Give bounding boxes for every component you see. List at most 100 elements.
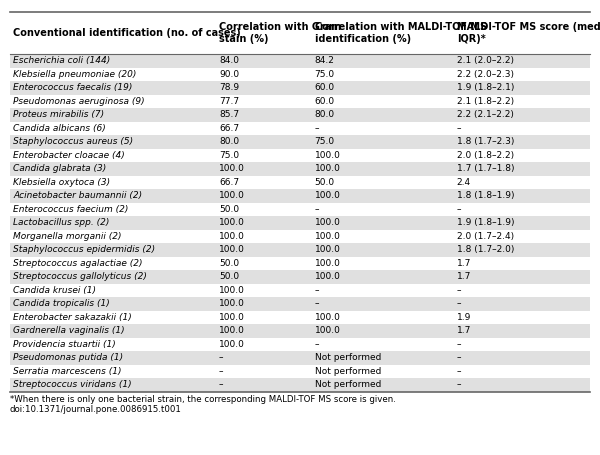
- Text: Candida albicans (6): Candida albicans (6): [13, 124, 106, 133]
- Text: Enterobacter cloacae (4): Enterobacter cloacae (4): [13, 151, 125, 160]
- Bar: [10, 95, 590, 108]
- Bar: [10, 54, 590, 67]
- Text: 100.0: 100.0: [219, 245, 245, 254]
- Text: 1.7: 1.7: [457, 259, 471, 268]
- Bar: [10, 283, 590, 297]
- Text: 100.0: 100.0: [314, 232, 340, 241]
- Bar: [10, 351, 590, 364]
- Text: 84.0: 84.0: [219, 56, 239, 65]
- Text: 100.0: 100.0: [219, 340, 245, 349]
- Bar: [10, 243, 590, 257]
- Bar: [10, 176, 590, 189]
- Text: 90.0: 90.0: [219, 70, 239, 79]
- Text: Enterococcus faecalis (19): Enterococcus faecalis (19): [13, 83, 133, 92]
- Text: –: –: [219, 353, 223, 362]
- Text: 100.0: 100.0: [314, 326, 340, 335]
- Text: Providencia stuartii (1): Providencia stuartii (1): [13, 340, 116, 349]
- Text: 78.9: 78.9: [219, 83, 239, 92]
- Text: Conventional identification (no. of cases): Conventional identification (no. of case…: [13, 28, 241, 38]
- Bar: [10, 364, 590, 378]
- Bar: [10, 81, 590, 95]
- Text: Streptococcus agalactiae (2): Streptococcus agalactiae (2): [13, 259, 143, 268]
- Text: 77.7: 77.7: [219, 97, 239, 106]
- Text: Candida krusei (1): Candida krusei (1): [13, 286, 96, 295]
- Bar: [10, 270, 590, 283]
- Text: Not performed: Not performed: [314, 367, 381, 376]
- Text: 60.0: 60.0: [314, 83, 335, 92]
- Bar: [10, 324, 590, 338]
- Text: 50.0: 50.0: [219, 259, 239, 268]
- Text: Lactobacillus spp. (2): Lactobacillus spp. (2): [13, 218, 109, 227]
- Text: Klebsiella pneumoniae (20): Klebsiella pneumoniae (20): [13, 70, 136, 79]
- Text: Escherichia coli (144): Escherichia coli (144): [13, 56, 110, 65]
- Text: Pseudomonas aeruginosa (9): Pseudomonas aeruginosa (9): [13, 97, 145, 106]
- Text: 75.0: 75.0: [219, 151, 239, 160]
- Text: 2.1 (1.8–2.2): 2.1 (1.8–2.2): [457, 97, 514, 106]
- Text: Not performed: Not performed: [314, 353, 381, 362]
- Text: 100.0: 100.0: [314, 272, 340, 281]
- Text: Correlation with Gram
stain (%): Correlation with Gram stain (%): [219, 22, 341, 44]
- Text: –: –: [457, 286, 461, 295]
- Text: 100.0: 100.0: [314, 313, 340, 322]
- Text: 1.9 (1.8–1.9): 1.9 (1.8–1.9): [457, 218, 514, 227]
- Text: 1.8 (1.7–2.3): 1.8 (1.7–2.3): [457, 137, 514, 146]
- Text: 100.0: 100.0: [219, 299, 245, 308]
- Text: 100.0: 100.0: [314, 259, 340, 268]
- Text: Morganella morganii (2): Morganella morganii (2): [13, 232, 121, 241]
- Text: Gardnerella vaginalis (1): Gardnerella vaginalis (1): [13, 326, 125, 335]
- Text: –: –: [457, 367, 461, 376]
- Text: 1.7 (1.7–1.8): 1.7 (1.7–1.8): [457, 164, 514, 173]
- Text: 100.0: 100.0: [219, 326, 245, 335]
- Text: 2.2 (2.0–2.3): 2.2 (2.0–2.3): [457, 70, 514, 79]
- Text: 2.0 (1.7–2.4): 2.0 (1.7–2.4): [457, 232, 514, 241]
- Text: Streptococcus gallolyticus (2): Streptococcus gallolyticus (2): [13, 272, 147, 281]
- Text: –: –: [314, 299, 319, 308]
- Bar: [10, 229, 590, 243]
- Text: 66.7: 66.7: [219, 124, 239, 133]
- Text: 1.7: 1.7: [457, 326, 471, 335]
- Text: 60.0: 60.0: [314, 97, 335, 106]
- Bar: [10, 135, 590, 148]
- Text: Correlation with MALDI-TOF MS
identification (%): Correlation with MALDI-TOF MS identifica…: [314, 22, 487, 44]
- Text: 50.0: 50.0: [219, 205, 239, 214]
- Text: 1.7: 1.7: [457, 272, 471, 281]
- Bar: [10, 12, 590, 54]
- Bar: [10, 67, 590, 81]
- Text: 80.0: 80.0: [219, 137, 239, 146]
- Text: 50.0: 50.0: [219, 272, 239, 281]
- Text: 2.2 (2.1–2.2): 2.2 (2.1–2.2): [457, 110, 514, 119]
- Text: –: –: [314, 286, 319, 295]
- Text: MALDI-TOF MS score (median,
IQR)*: MALDI-TOF MS score (median, IQR)*: [457, 22, 600, 44]
- Text: 100.0: 100.0: [219, 218, 245, 227]
- Text: 100.0: 100.0: [219, 286, 245, 295]
- Text: 85.7: 85.7: [219, 110, 239, 119]
- Text: –: –: [457, 124, 461, 133]
- Text: –: –: [457, 340, 461, 349]
- Text: 2.1 (2.0–2.2): 2.1 (2.0–2.2): [457, 56, 514, 65]
- Bar: [10, 189, 590, 202]
- Text: –: –: [457, 299, 461, 308]
- Text: 84.2: 84.2: [314, 56, 334, 65]
- Text: 100.0: 100.0: [314, 164, 340, 173]
- Text: doi:10.1371/journal.pone.0086915.t001: doi:10.1371/journal.pone.0086915.t001: [10, 405, 182, 415]
- Text: Candida glabrata (3): Candida glabrata (3): [13, 164, 106, 173]
- Text: *When there is only one bacterial strain, the corresponding MALDI-TOF MS score i: *When there is only one bacterial strain…: [10, 395, 396, 404]
- Text: 1.9: 1.9: [457, 313, 471, 322]
- Text: 1.8 (1.8–1.9): 1.8 (1.8–1.9): [457, 191, 514, 200]
- Bar: [10, 297, 590, 310]
- Text: 2.4: 2.4: [457, 178, 471, 187]
- Text: Candida tropicalis (1): Candida tropicalis (1): [13, 299, 110, 308]
- Text: Acinetobacter baumannii (2): Acinetobacter baumannii (2): [13, 191, 142, 200]
- Text: 100.0: 100.0: [219, 191, 245, 200]
- Text: 50.0: 50.0: [314, 178, 335, 187]
- Text: Enterococcus faecium (2): Enterococcus faecium (2): [13, 205, 128, 214]
- Text: 100.0: 100.0: [219, 232, 245, 241]
- Bar: [10, 148, 590, 162]
- Text: Proteus mirabilis (7): Proteus mirabilis (7): [13, 110, 104, 119]
- Text: 100.0: 100.0: [219, 164, 245, 173]
- Text: 75.0: 75.0: [314, 70, 335, 79]
- Text: –: –: [457, 380, 461, 389]
- Bar: [10, 108, 590, 121]
- Bar: [10, 121, 590, 135]
- Text: –: –: [314, 124, 319, 133]
